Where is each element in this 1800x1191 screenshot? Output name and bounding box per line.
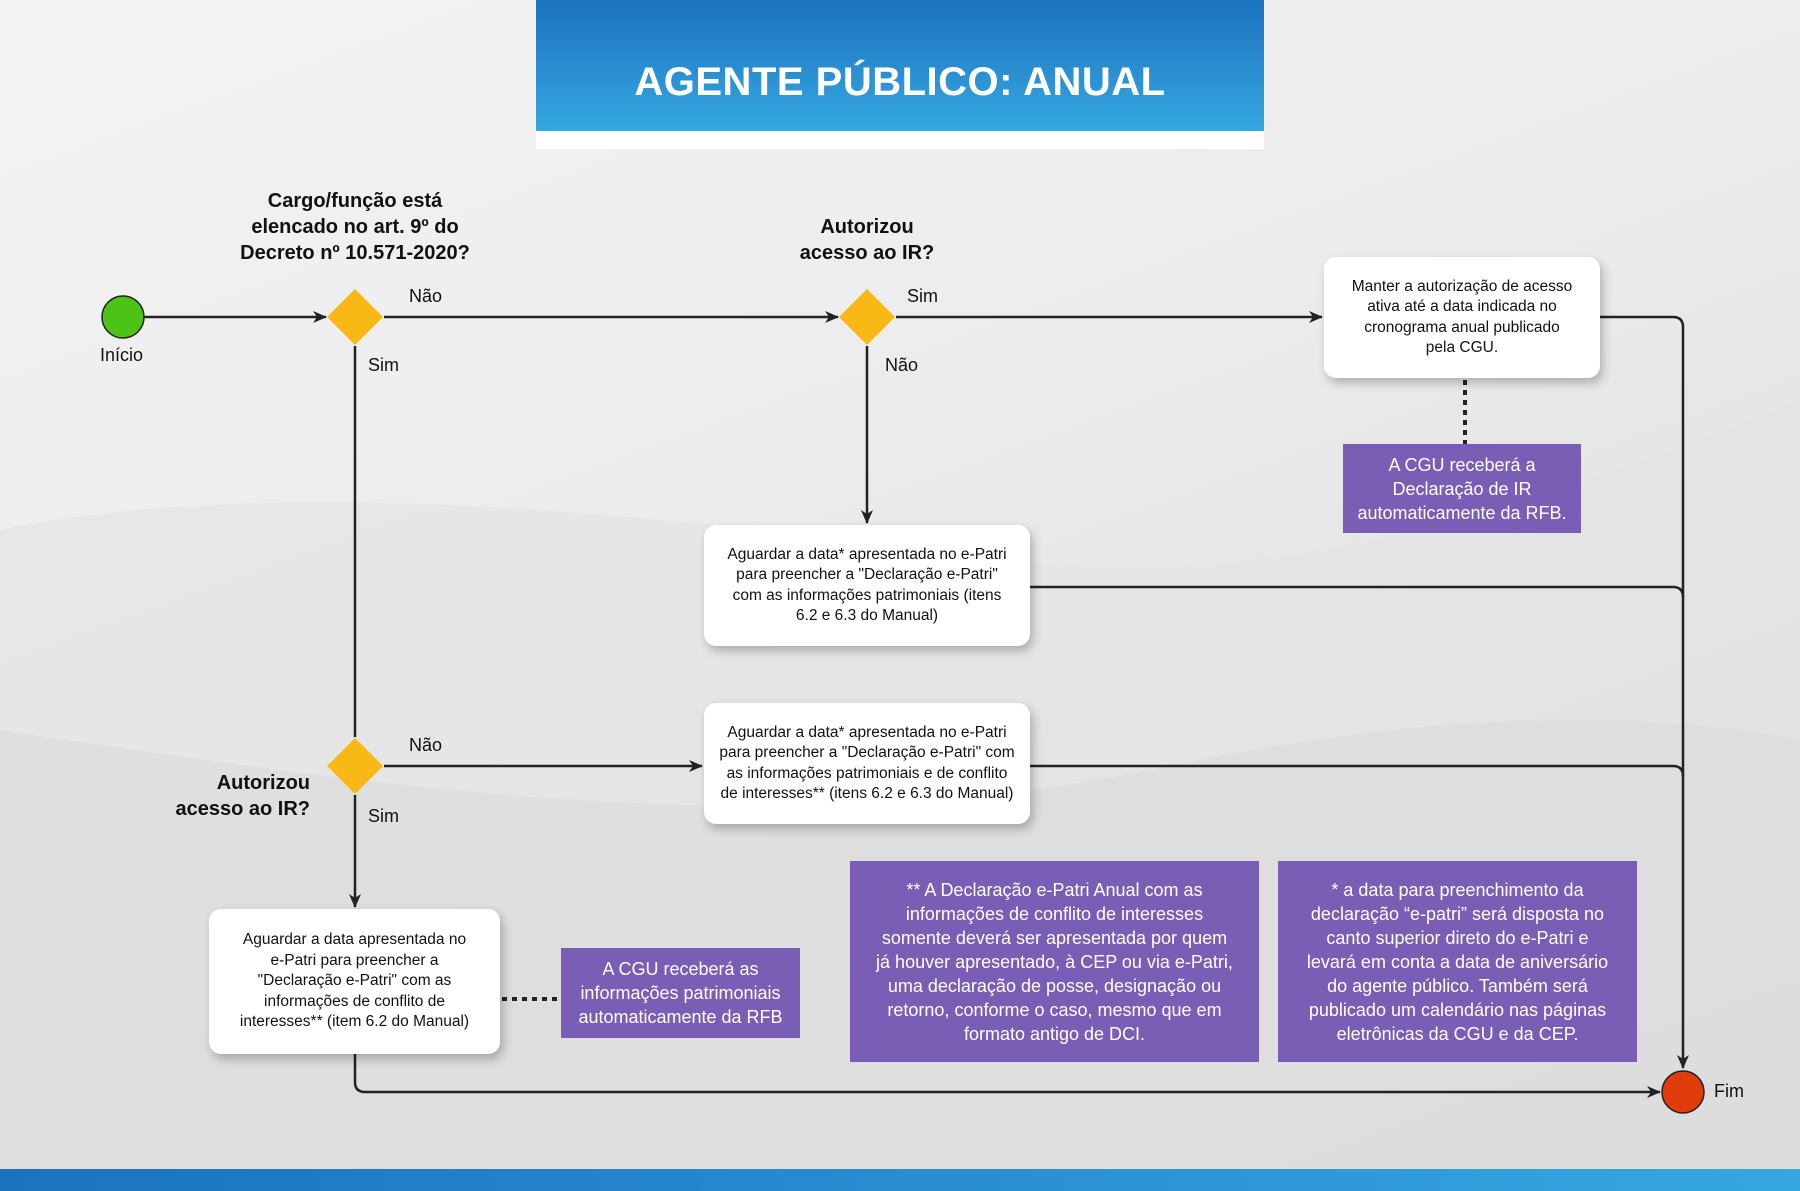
keep-authorization-box: Manter a autorização de acesso ativa até…	[1324, 257, 1600, 378]
decision1-question: Cargo/função está elencado no art. 9º do…	[240, 190, 470, 264]
note-cgu-patrimonial: A CGU receberá as informações patrimonia…	[561, 948, 800, 1038]
end-label: Fim	[1714, 1081, 1744, 1101]
decision2-yes-label: Sim	[907, 286, 938, 306]
page-title: AGENTE PÚBLICO: ANUAL	[634, 60, 1166, 104]
decision2-no-label: Não	[885, 355, 919, 375]
line-full-to-end	[1030, 764, 1685, 777]
note-cgu-ir: A CGU receberá a Declaração de IR automa…	[1343, 444, 1581, 533]
footnote-double-asterisk: ** A Declaração e-Patri Anual com as inf…	[850, 861, 1259, 1062]
decision3-no-label: Não	[409, 735, 443, 755]
footnote-single-asterisk: * a data para preenchimento da declaraçã…	[1278, 861, 1637, 1062]
start-label: Início	[100, 345, 144, 365]
decision2-question: Autorizou acesso ao IR?	[799, 216, 935, 264]
end-node	[1661, 1070, 1705, 1114]
line-keep-auth-to-end	[1600, 315, 1689, 1069]
decision1-yes-label: Sim	[368, 355, 399, 375]
decision3-question: Autorizou acesso ao IR?	[175, 772, 310, 820]
start-node	[101, 295, 145, 339]
line-conflict-to-end	[353, 1054, 1661, 1098]
header-underline	[536, 131, 1264, 149]
header-banner	[536, 0, 1264, 131]
decision2-diamond	[839, 289, 895, 345]
wait-patrimonial-conflict-box: Aguardar a data* apresentada no e-Patri …	[704, 703, 1030, 824]
line-patrimonial-to-end	[1030, 585, 1685, 598]
decision3-diamond	[327, 738, 383, 794]
decision1-diamond	[327, 289, 383, 345]
decision1-no-label: Não	[409, 286, 443, 306]
decision3-yes-label: Sim	[368, 806, 399, 826]
wait-conflict-box: Aguardar a data apresentada no e-Patri p…	[209, 909, 500, 1054]
wait-patrimonial-box: Aguardar a data* apresentada no e-Patri …	[704, 525, 1030, 646]
footer-bar	[0, 1169, 1800, 1191]
